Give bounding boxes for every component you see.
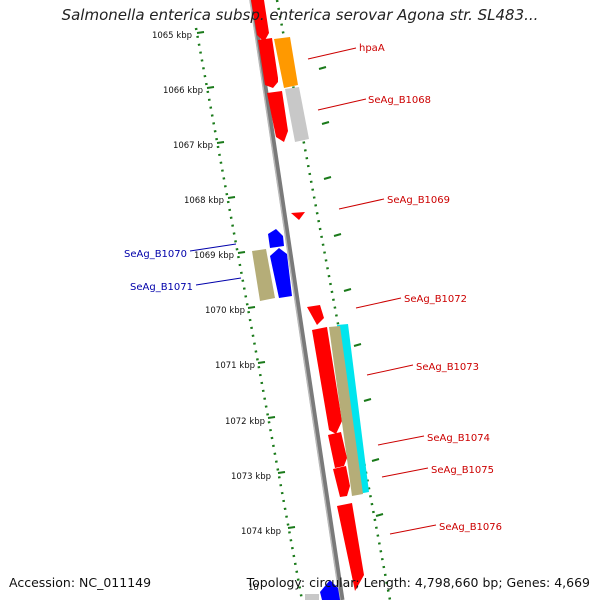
kbp-label: 10 — [248, 583, 259, 593]
red-gene-arrow — [333, 466, 350, 497]
red-gene-arrow — [258, 38, 278, 88]
gene-label[interactable]: SeAg_B1072 — [404, 294, 467, 305]
kbp-label: 1065 kbp — [152, 31, 192, 41]
genome-backbone-shade — [249, 0, 341, 600]
gene-labels: hpaA SeAg_B1068 SeAg_B1069 SeAg_B1070 Se… — [124, 43, 502, 533]
accession-text: Accession: NC_011149 — [9, 575, 152, 590]
SeAg-B1076-gene-arrow — [337, 503, 364, 591]
gene-label[interactable]: SeAg_B1073 — [416, 362, 479, 373]
kbp-label: 1070 kbp — [205, 306, 245, 316]
red-gene-arrow — [312, 327, 342, 434]
kbp-ticks — [196, 31, 384, 529]
genome-stats-text: Topology: circular; Length: 4,798,660 bp… — [246, 575, 590, 590]
grey-gene-fragment — [305, 594, 319, 600]
gene-label[interactable]: SeAg_B1074 — [427, 433, 490, 444]
kbp-label: 1074 kbp — [241, 527, 281, 537]
kbp-labels: 1065 kbp 1066 kbp 1067 kbp 1068 kbp 1069… — [152, 31, 281, 593]
gene-label[interactable]: SeAg_B1069 — [387, 195, 450, 206]
map-title: Salmonella enterica subsp. enterica sero… — [61, 6, 539, 24]
gene-label[interactable]: SeAg_B1070 — [124, 249, 187, 260]
hpaA-gene-arrow — [274, 37, 298, 88]
red-gene-arrow — [267, 91, 288, 142]
SeAg-B1072-gene-arrow — [307, 305, 324, 325]
genome-backbone — [249, 0, 345, 600]
inner-dotted-track — [194, 27, 304, 600]
kbp-label: 1072 kbp — [225, 417, 265, 427]
kbp-label: 1071 kbp — [215, 361, 255, 371]
gene-label[interactable]: SeAg_B1075 — [431, 465, 494, 476]
SeAg-B1070-gene-arrow-lower — [270, 248, 292, 298]
gene-label[interactable]: SeAg_B1068 — [368, 95, 431, 106]
gene-label[interactable]: hpaA — [359, 43, 385, 54]
red-gene-arrow — [251, 0, 269, 42]
outer-dotted-track — [275, 0, 392, 600]
kbp-label: 1068 kbp — [184, 196, 224, 206]
kbp-label: 1067 kbp — [173, 141, 213, 151]
gene-label[interactable]: SeAg_B1071 — [130, 282, 193, 293]
kbp-label: 1069 kbp — [194, 251, 234, 261]
genes — [251, 0, 369, 600]
SeAg-B1074-gene-arrow — [329, 326, 363, 496]
red-gene-arrow — [328, 432, 347, 468]
SeAg-B1071-gene-arrow — [252, 249, 275, 301]
SeAg-B1070-gene-arrow — [268, 229, 284, 248]
kbp-label: 1066 kbp — [163, 86, 203, 96]
kbp-label: 1073 kbp — [231, 472, 271, 482]
blue-gene-arrow — [320, 580, 340, 600]
gene-label[interactable]: SeAg_B1076 — [439, 522, 502, 533]
SeAg-B1069-gene-arrow — [291, 212, 305, 220]
grey-gene-arrow — [285, 87, 309, 142]
leader-lines — [189, 47, 437, 535]
